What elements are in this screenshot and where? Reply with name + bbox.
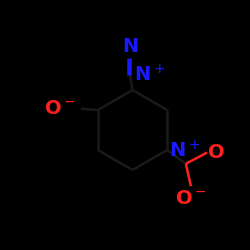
Text: O$^-$: O$^-$ — [175, 189, 206, 208]
Text: N$^+$: N$^+$ — [134, 64, 166, 86]
Text: N: N — [122, 37, 138, 56]
Text: O: O — [208, 143, 225, 162]
Text: O$^-$: O$^-$ — [44, 99, 75, 118]
Text: N$^+$: N$^+$ — [169, 140, 200, 161]
